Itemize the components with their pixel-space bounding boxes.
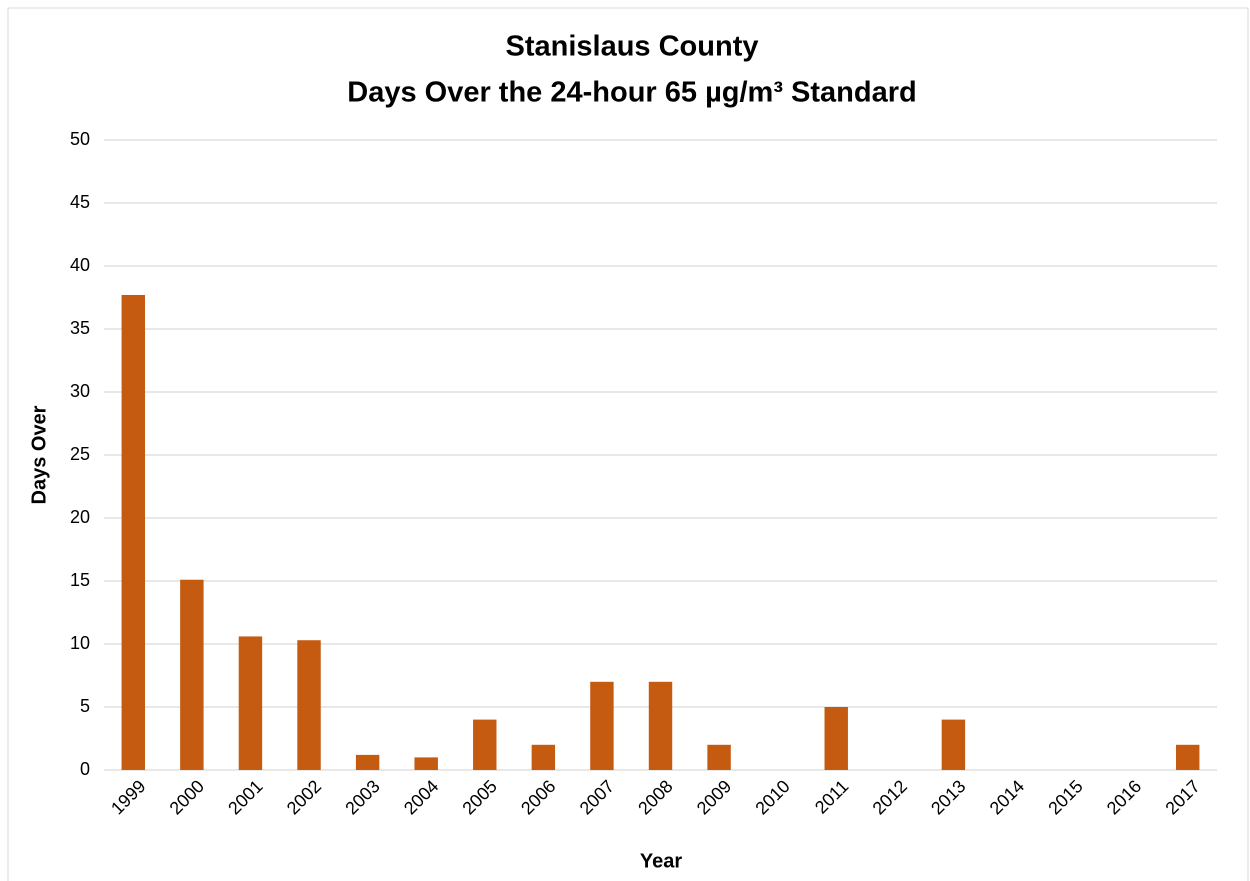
- bar: [180, 579, 204, 770]
- y-tick-label: 20: [70, 507, 90, 527]
- x-tick-label: 2014: [986, 776, 1028, 818]
- y-tick-label: 50: [70, 129, 90, 149]
- x-tick-label: 2004: [400, 776, 442, 818]
- x-tick-label: 2005: [458, 776, 500, 818]
- x-tick-label: 2006: [517, 776, 559, 818]
- y-tick-label: 5: [80, 696, 90, 716]
- bar: [473, 719, 497, 770]
- y-tick-label: 25: [70, 444, 90, 464]
- y-tick-label: 0: [80, 759, 90, 779]
- bar: [121, 294, 146, 770]
- x-tick-label: 2012: [869, 776, 911, 818]
- bar: [238, 636, 263, 770]
- y-tick-label: 30: [70, 381, 90, 401]
- x-tick-label: 2002: [283, 776, 325, 818]
- x-tick-label: 2009: [693, 776, 735, 818]
- bar: [707, 744, 731, 770]
- y-tick-label: 15: [70, 570, 90, 590]
- x-axis-title: Year: [640, 850, 682, 872]
- bar: [648, 681, 673, 770]
- x-tick-label: 2000: [166, 776, 208, 818]
- bar: [941, 719, 966, 770]
- x-tick-label: 2007: [576, 776, 618, 818]
- y-tick-label: 10: [70, 633, 90, 653]
- x-tick-label: 2016: [1103, 776, 1145, 818]
- x-tick-label: 2013: [927, 776, 969, 818]
- chart-title: Days Over the 24-hour 65 µg/m³ Standard: [347, 77, 916, 109]
- y-tick-label: 40: [70, 255, 90, 275]
- bar: [414, 757, 438, 770]
- x-tick-label: 2010: [751, 776, 793, 818]
- x-tick-label: 2015: [1044, 776, 1086, 818]
- chart-title: Stanislaus County: [506, 31, 759, 63]
- y-tick-label: 45: [70, 192, 90, 212]
- y-axis-title: Days Over: [28, 405, 50, 504]
- x-tick-label: 2008: [634, 776, 676, 818]
- x-tick-label: 1999: [107, 776, 149, 818]
- bar: [1175, 744, 1200, 770]
- bar: [590, 681, 614, 770]
- x-tick-label: 2001: [224, 776, 266, 818]
- x-tick-label: 2011: [811, 776, 853, 818]
- chart-frame: [7, 7, 1249, 881]
- bar: [297, 640, 321, 770]
- y-tick-label: 35: [70, 318, 90, 338]
- bar: [355, 754, 380, 770]
- x-tick-label: 2003: [341, 776, 383, 818]
- bar: [824, 707, 848, 770]
- bar: [531, 744, 556, 770]
- x-tick-label: 2017: [1161, 776, 1203, 818]
